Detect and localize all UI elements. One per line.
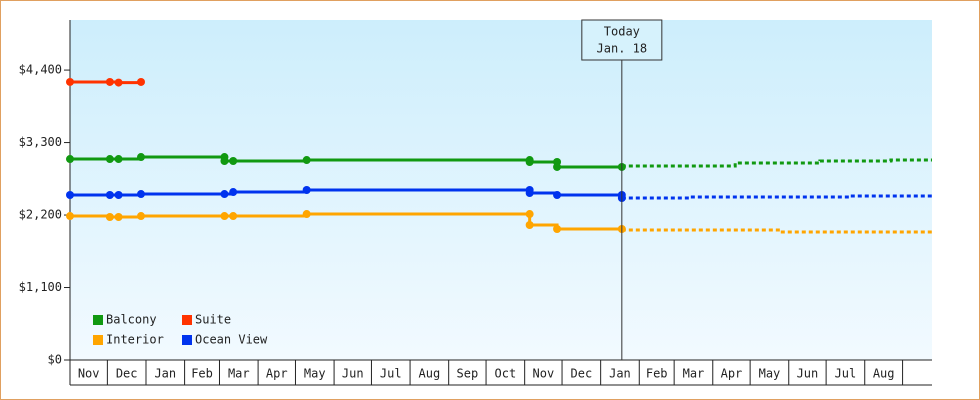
x-tick-label: Jul (380, 367, 402, 381)
x-tick-label: Feb (191, 367, 213, 381)
forecast-line (621, 158, 932, 168)
point (525, 189, 534, 198)
point (114, 155, 123, 164)
point (525, 220, 534, 229)
x-tick-label: Apr (266, 367, 288, 381)
legend-swatch (182, 335, 192, 345)
point (137, 153, 146, 162)
point (105, 191, 114, 200)
point (553, 191, 562, 200)
point (66, 155, 74, 164)
point (229, 188, 238, 197)
y-tick-label: $4,400 (19, 63, 62, 77)
x-tick-label: Aug (419, 367, 441, 381)
x-tick-label: Jan (154, 367, 176, 381)
point (66, 191, 74, 200)
x-tick-label: Dec (116, 367, 138, 381)
point (137, 77, 146, 86)
x-tick-label: Jun (797, 367, 819, 381)
x-tick-label: Mar (228, 367, 250, 381)
point (220, 190, 229, 199)
x-tick-label: May (759, 367, 781, 381)
x-tick-label: Jul (835, 367, 857, 381)
point (553, 162, 562, 171)
y-tick-label: $3,300 (19, 135, 62, 149)
point (66, 77, 74, 86)
point (302, 210, 311, 219)
point (525, 210, 534, 219)
point (114, 191, 123, 200)
y-tick-label: $0 (48, 353, 62, 367)
y-tick-label: $2,200 (19, 208, 62, 222)
legend-swatch (182, 315, 192, 325)
legend-swatch (93, 335, 103, 345)
point (105, 155, 114, 164)
today-box (581, 19, 663, 61)
point (220, 157, 229, 166)
legend-label: Interior (106, 333, 164, 347)
x-tick-label: Nov (78, 367, 100, 381)
x-tick-label: Jun (342, 367, 364, 381)
point (302, 186, 311, 194)
x-tick-label: May (304, 367, 326, 381)
x-tick-label: Oct (495, 367, 517, 381)
x-tick-label: Feb (646, 367, 668, 381)
today-label: Today (604, 25, 640, 39)
y-tick-label: $1,100 (19, 280, 62, 294)
point (137, 212, 146, 221)
point (220, 212, 229, 221)
legend-label: Suite (195, 313, 231, 327)
point (302, 156, 311, 165)
point (525, 157, 534, 166)
point (105, 77, 114, 86)
point (137, 190, 146, 199)
x-tick-label: Mar (683, 367, 705, 381)
point (229, 212, 238, 221)
x-tick-label: Sep (457, 367, 479, 381)
point (114, 78, 123, 87)
x-tick-label: Jan (609, 367, 631, 381)
point (66, 212, 74, 221)
point (105, 213, 114, 222)
forecast-line (621, 194, 932, 200)
x-tick-label: Aug (873, 367, 895, 381)
forecast-line (621, 228, 932, 234)
series-line (70, 80, 143, 85)
x-tick-label: Dec (571, 367, 593, 381)
legend-swatch (93, 315, 103, 325)
point (114, 213, 123, 222)
x-tick-label: Nov (533, 367, 555, 381)
x-tick-label: Apr (721, 367, 743, 381)
today-label: Jan. 18 (597, 42, 648, 56)
legend-label: Ocean View (195, 333, 268, 347)
point (229, 157, 238, 166)
point (553, 225, 562, 234)
legend-label: Balcony (106, 313, 157, 327)
